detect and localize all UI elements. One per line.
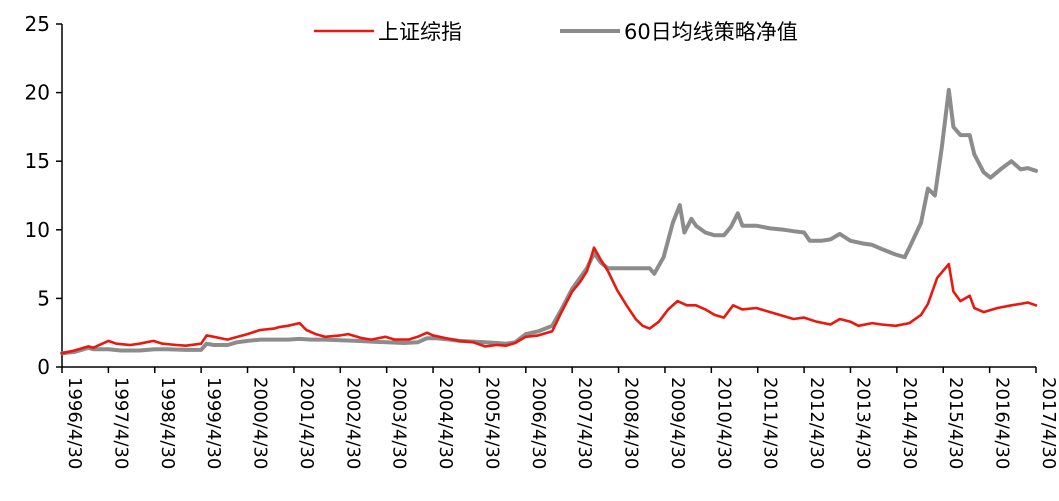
y-tick-label: 10 [25, 218, 50, 242]
x-tick-label: 2000/4/30 [250, 377, 271, 469]
x-tick-label: 2006/4/30 [528, 377, 549, 469]
x-tick-label: 2004/4/30 [435, 377, 456, 469]
x-tick-label: 2002/4/30 [342, 377, 363, 469]
x-tick-label: 2013/4/30 [852, 377, 873, 469]
x-tick-label: 2007/4/30 [574, 377, 595, 469]
x-tick-label: 2012/4/30 [806, 377, 827, 469]
x-tick-label: 2015/4/30 [945, 377, 966, 469]
y-tick-label: 20 [25, 81, 50, 105]
x-tick-label: 2011/4/30 [760, 377, 781, 469]
series-line-strategy [60, 87, 1038, 356]
x-tick-label: 2005/4/30 [481, 377, 502, 469]
legend-item-strategy-label: 60日均线策略净值 [624, 20, 798, 44]
x-tick-label: 1996/4/30 [64, 377, 85, 469]
y-axis: 0 5 10 15 20 25 [25, 12, 63, 379]
x-tick-label: 2010/4/30 [713, 377, 734, 469]
y-tick-label: 15 [25, 149, 50, 173]
x-tick-label: 2008/4/30 [621, 377, 642, 469]
x-tick-label: 1999/4/30 [203, 377, 224, 469]
series-lines [60, 87, 1038, 356]
x-tick-label: 2017/4/30 [1038, 377, 1059, 469]
x-tick-label: 2016/4/30 [992, 377, 1013, 469]
legend: 上证综指 60日均线策略净值 [314, 20, 798, 44]
x-tick-label: 1997/4/30 [110, 377, 131, 469]
x-tick-label: 2003/4/30 [389, 377, 410, 469]
y-tick-label: 25 [25, 12, 50, 36]
x-tick-label: 2009/4/30 [667, 377, 688, 469]
x-tick-label: 2014/4/30 [899, 377, 920, 469]
x-tick-label: 2001/4/30 [296, 377, 317, 469]
x-tick-label: 1998/4/30 [157, 377, 178, 469]
y-tick-label: 0 [37, 355, 50, 379]
legend-item-index-label: 上证综指 [378, 20, 462, 44]
y-tick-label: 5 [37, 286, 50, 310]
x-axis: 1996/4/30 1997/4/30 1998/4/30 1999/4/30 2000… [61, 366, 1059, 469]
series-line-index [60, 246, 1038, 355]
